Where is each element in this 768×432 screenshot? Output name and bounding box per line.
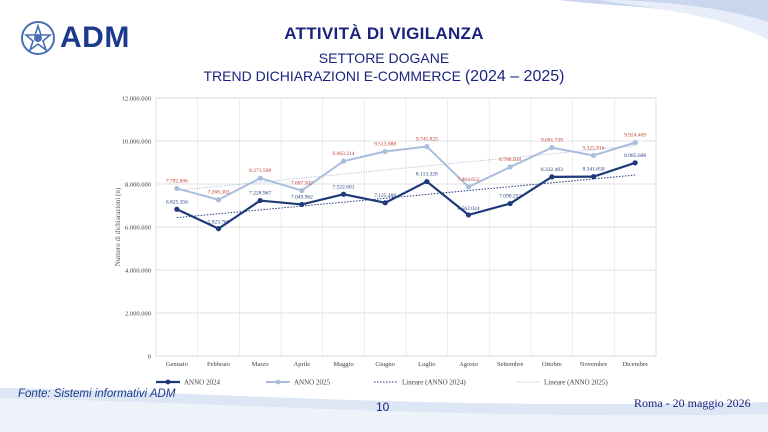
data-label-2025: 9.741.825 [416, 137, 438, 143]
legend-label: Lineare (ANNO 2024) [402, 379, 466, 387]
chart-heading-years: (2024 – 2025) [464, 68, 565, 85]
logo-text: ADM [60, 21, 130, 54]
data-label-2025: 9.325.916 [583, 145, 605, 151]
y-tick-label: 4.000.000 [125, 268, 151, 275]
x-tick-label: Dicembre [622, 361, 648, 368]
legend-label: ANNO 2025 [294, 379, 330, 387]
data-label-2025: 7.697.502 [291, 181, 313, 187]
page-number: 10 [376, 400, 390, 414]
data-label-2024: 8.113.328 [416, 172, 438, 178]
source-note: Fonte: Sistemi informativi ADM [18, 388, 176, 400]
data-point-2025 [507, 164, 513, 170]
data-point-2025 [257, 175, 263, 181]
x-tick-label: Marzo [252, 361, 269, 368]
data-label-2024: 5.923.766 [208, 220, 230, 226]
data-point-2024 [424, 178, 430, 185]
x-tick-label: Agosto [459, 361, 478, 368]
page-title: ATTIVITÀ DI VIGILANZA [284, 24, 484, 43]
data-label-2024: 8.985.608 [624, 153, 646, 159]
page-subtitle: SETTORE DOGANE [318, 50, 450, 66]
y-tick-label: 10.000.000 [122, 139, 151, 146]
data-label-2025: 7.792.806 [166, 178, 188, 184]
legend-label: ANNO 2024 [184, 379, 220, 387]
data-point-2024 [257, 197, 263, 204]
data-point-2025 [215, 197, 222, 203]
data-label-2024: 8.332.403 [541, 167, 563, 173]
data-point-2024 [465, 212, 472, 218]
data-label-2025: 7.268.303 [208, 190, 230, 196]
y-tick-label: 2.000.000 [125, 311, 151, 318]
data-point-2025 [299, 187, 305, 194]
x-tick-label: Giugno [375, 361, 395, 368]
legend-item-anno-2025: ANNO 2025 [266, 379, 330, 387]
x-tick-label: Novembre [580, 361, 608, 368]
data-label-2024: 7.228.967 [249, 191, 271, 197]
data-label-2025: 9.513.088 [374, 141, 396, 147]
x-tick-label: Febbraio [207, 361, 230, 368]
chart-heading: TREND DICHIARAZIONI E-COMMERCE (2024 – 2… [0, 68, 768, 86]
y-tick-label: 0 [148, 354, 151, 361]
data-point-2025 [174, 185, 180, 192]
data-point-2025 [465, 184, 472, 190]
data-point-2025 [549, 145, 555, 151]
data-point-2024 [215, 226, 222, 232]
data-point-2025 [382, 148, 388, 155]
data-label-2024: 6.562.024 [458, 206, 480, 212]
legend-label: Lineare (ANNO 2025) [544, 379, 608, 387]
data-label-2025: 9.063.214 [333, 151, 355, 157]
legend-item-lineare-2025: Lineare (ANNO 2025) [516, 379, 608, 387]
x-tick-label: Ottobre [542, 361, 562, 368]
data-point-2024 [632, 160, 638, 166]
legend-item-lineare-2024: Lineare (ANNO 2024) [374, 379, 466, 387]
data-point-2024 [299, 201, 305, 208]
data-label-2024: 6.825.356 [166, 199, 188, 205]
data-point-2024 [590, 174, 597, 180]
data-label-2025: 9.924.409 [624, 133, 646, 139]
data-point-2025 [590, 152, 597, 159]
series-line-2025 [176, 141, 636, 201]
adm-logo: ADM [20, 20, 150, 56]
data-point-2025 [340, 158, 347, 164]
data-label-2024: 7.125.488 [374, 193, 396, 199]
data-point-2025 [424, 143, 430, 150]
data-point-2024 [507, 200, 513, 207]
republic-emblem-icon [21, 21, 55, 55]
data-label-2024: 7.049.962 [291, 194, 313, 200]
trendline-2025 [176, 145, 636, 191]
legend-marker [165, 379, 171, 385]
line-chart: 0 2.000.000 4.000.000 6.000.000 8.000.000 10.… [114, 96, 657, 387]
data-label-2024: 8.341.650 [583, 167, 605, 173]
data-point-2024 [340, 191, 347, 197]
place-date: Roma - 20 maggio 2026 [634, 396, 751, 410]
chart-heading-text: TREND DICHIARAZIONI E-COMMERCE [203, 68, 465, 84]
data-label-2024: 7.090.253 [499, 194, 521, 200]
data-label-2025: 9.691.739 [541, 138, 563, 144]
x-tick-label: Aprile [294, 361, 311, 368]
data-label-2025: 8.271.508 [249, 168, 271, 174]
data-point-2024 [549, 174, 555, 180]
data-point-2025 [632, 140, 638, 146]
legend-marker [275, 379, 281, 385]
x-tick-label: Luglio [418, 361, 435, 368]
data-label-2025: 7.864.652 [458, 177, 480, 183]
y-tick-label: 6.000.000 [125, 225, 151, 232]
data-label-2025: 8.788.038 [499, 157, 521, 163]
x-tick-label: Gennaio [166, 361, 188, 368]
y-axis-label: Numero di dichiarazioni (n) [114, 187, 122, 266]
y-tick-label: 12.000.000 [122, 96, 151, 103]
data-label-2024: 7.522.681 [333, 184, 355, 190]
data-point-2024 [174, 206, 180, 212]
x-tick-label: Maggio [333, 361, 353, 368]
x-tick-label: Settembre [497, 361, 523, 368]
legend-item-anno-2024: ANNO 2024 [156, 379, 220, 387]
data-point-2024 [382, 200, 388, 206]
series-line-2024 [176, 161, 636, 230]
y-tick-label: 8.000.000 [125, 182, 151, 189]
